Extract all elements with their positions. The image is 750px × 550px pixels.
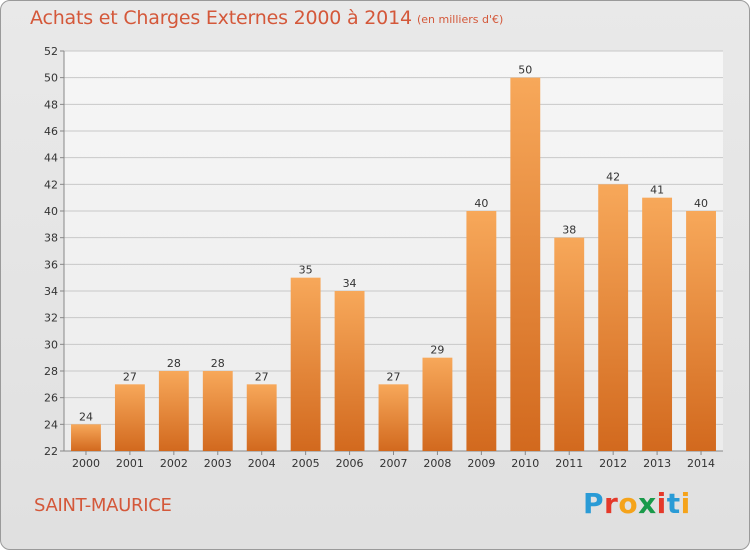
bar-2002 [158, 371, 189, 451]
x-tick-label: 2012 [599, 457, 627, 470]
bar-value-label: 27 [255, 370, 269, 383]
x-tick-label: 2001 [116, 457, 144, 470]
x-tick-label: 2013 [643, 457, 671, 470]
bar-value-label: 38 [562, 224, 576, 237]
bar-2010 [510, 77, 541, 452]
x-tick-label: 2004 [248, 457, 276, 470]
y-tick-label: 42 [44, 178, 58, 191]
bar-2013 [642, 197, 673, 451]
bar-value-label: 29 [430, 344, 444, 357]
x-tick-label: 2010 [511, 457, 539, 470]
logo-letter: o [618, 487, 639, 520]
y-tick-label: 44 [44, 152, 58, 165]
logo-letter: r [604, 487, 619, 520]
bar-2001 [114, 384, 145, 451]
x-tick-label: 2000 [72, 457, 100, 470]
place-name: SAINT-MAURICE [34, 495, 172, 516]
bar-value-label: 41 [650, 184, 664, 197]
logo-letter: x [638, 487, 657, 520]
x-tick-label: 2008 [423, 457, 451, 470]
bar-value-label: 35 [299, 264, 313, 277]
bar-2008 [422, 357, 453, 451]
proxiti-logo[interactable]: Proxiti [583, 487, 691, 520]
bar-2005 [290, 277, 321, 451]
x-tick-label: 2009 [467, 457, 495, 470]
x-tick-label: 2003 [204, 457, 232, 470]
bar-value-label: 40 [474, 197, 488, 210]
x-tick-label: 2005 [292, 457, 320, 470]
bar-2006 [334, 291, 365, 451]
chart-subtitle: (en milliers d'€) [417, 13, 504, 26]
bar-value-label: 42 [606, 170, 620, 183]
y-tick-label: 34 [44, 285, 58, 298]
logo-letter: P [583, 487, 605, 520]
y-tick-label: 28 [44, 365, 58, 378]
y-tick-label: 52 [44, 45, 58, 58]
bar-value-label: 40 [694, 197, 708, 210]
y-tick-label: 46 [44, 125, 58, 138]
y-tick-label: 48 [44, 98, 58, 111]
bar-2003 [202, 371, 233, 451]
x-tick-label: 2007 [380, 457, 408, 470]
bar-2011 [554, 237, 585, 451]
y-tick-label: 40 [44, 205, 58, 218]
logo-letter: i [656, 487, 667, 520]
bar-2007 [378, 384, 409, 451]
bar-value-label: 34 [343, 277, 357, 290]
y-tick-label: 32 [44, 312, 58, 325]
y-tick-label: 38 [44, 232, 58, 245]
y-tick-label: 50 [44, 72, 58, 85]
y-tick-label: 22 [44, 445, 58, 458]
bar-2004 [246, 384, 277, 451]
chart-title: Achats et Charges Externes 2000 à 2014 [30, 7, 412, 29]
x-tick-label: 2006 [336, 457, 364, 470]
bar-value-label: 28 [167, 357, 181, 370]
bar-value-label: 50 [518, 64, 532, 77]
bar-value-label: 27 [123, 370, 137, 383]
y-tick-label: 26 [44, 392, 58, 405]
bar-value-label: 24 [79, 410, 93, 423]
x-tick-label: 2011 [555, 457, 583, 470]
bar-2014 [686, 211, 716, 451]
bar-2000 [71, 424, 101, 451]
logo-letter: i [680, 487, 691, 520]
y-tick-label: 36 [44, 258, 58, 271]
x-tick-label: 2002 [160, 457, 188, 470]
bar-2012 [598, 184, 629, 452]
y-tick-label: 24 [44, 418, 58, 431]
bar-2009 [466, 211, 497, 451]
logo-letter: t [666, 487, 681, 520]
bar-value-label: 28 [211, 357, 225, 370]
bar-value-label: 27 [387, 370, 401, 383]
x-tick-label: 2014 [687, 457, 715, 470]
y-tick-label: 30 [44, 338, 58, 351]
